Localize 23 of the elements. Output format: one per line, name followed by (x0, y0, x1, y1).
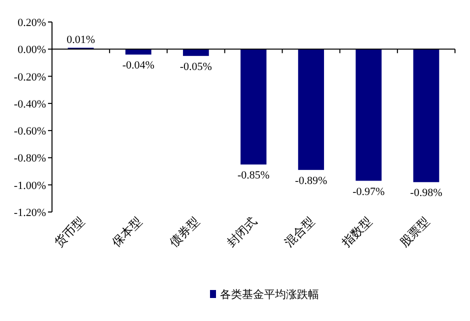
data-label: -0.97% (352, 186, 385, 198)
data-label: -0.04% (122, 60, 154, 72)
y-tick-label: -1.00% (14, 180, 46, 192)
x-tick-label: 混合型 (282, 214, 318, 250)
x-tick-label: 货币型 (52, 214, 87, 250)
y-tick-label: 0.00% (18, 44, 46, 56)
data-label: 0.01% (66, 34, 95, 46)
data-label: -0.05% (180, 60, 212, 73)
y-tick-label: -0.40% (14, 98, 46, 110)
y-tick-label: -0.60% (14, 126, 46, 138)
x-tick-label: 债券型 (166, 214, 202, 250)
data-label: -0.89% (295, 174, 328, 187)
x-tick-label: 保本型 (109, 214, 144, 250)
x-tick-label: 指数型 (338, 214, 375, 250)
y-tick-label: -1.20% (14, 207, 46, 219)
y-tick-label: -0.80% (14, 152, 46, 165)
legend-label: 各类基金平均涨跌幅 (220, 288, 319, 301)
x-tick-label: 股票型 (396, 214, 432, 250)
data-label: -0.85% (237, 170, 270, 182)
y-tick-label: 0.20% (18, 17, 46, 29)
data-label: -0.98% (410, 187, 442, 200)
x-tick-label: 封闭式 (224, 214, 260, 250)
y-tick-label: -0.20% (14, 71, 46, 84)
